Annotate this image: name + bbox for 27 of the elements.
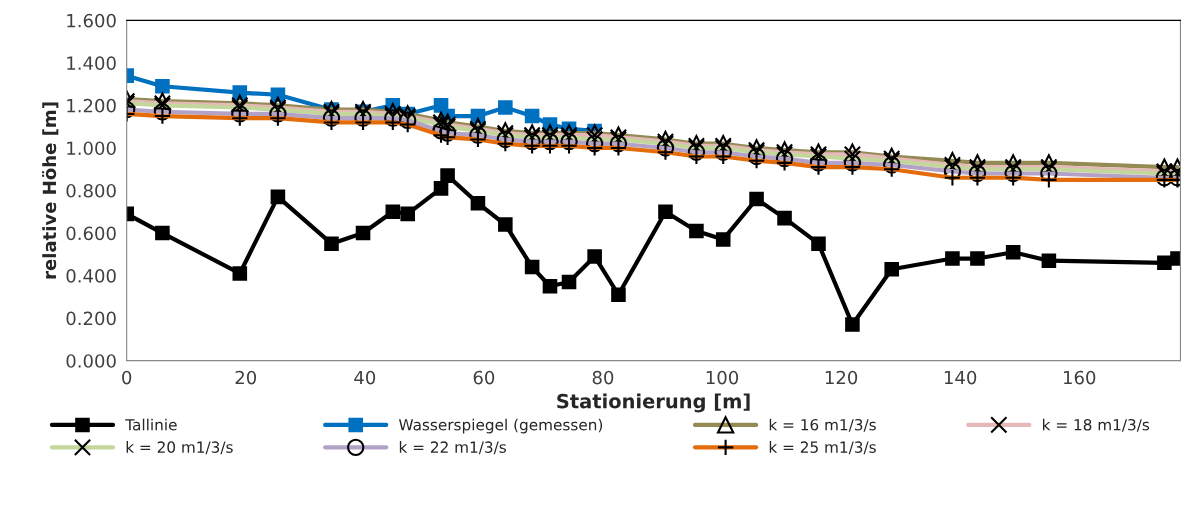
x-tick-label: 80: [592, 370, 614, 385]
legend-label: k = 18 m1/3/s: [1043, 418, 1150, 432]
x-tick-label: 0: [122, 370, 132, 385]
x-tick-label: 20: [235, 370, 257, 385]
y-tick-label: 0.400: [66, 269, 116, 283]
legend-label: k = 16 m1/3/s: [769, 418, 876, 432]
legend-label: k = 20 m1/3/s: [126, 441, 233, 455]
legend-label: Wasserspiegel (gemessen): [398, 418, 603, 434]
y-tick-label: 1.200: [67, 98, 116, 113]
x-tick-label: 40: [354, 370, 376, 385]
y-tick-label: 1.400: [67, 56, 116, 70]
y-tick-label: 1.000: [67, 141, 116, 156]
y-tick-label: 1.600: [67, 13, 116, 28]
x-tick-label: 140: [944, 370, 977, 385]
y-tick-label: 0.600: [66, 226, 116, 241]
legend-label: Tallinie: [125, 418, 177, 431]
legend-label: k = 25 m1/3/s: [769, 441, 876, 455]
y-tick-label: 0.200: [66, 311, 116, 326]
y-tick-label: 0.800: [66, 183, 116, 198]
legend-label: k = 22 m1/3/s: [399, 441, 506, 455]
x-tick-label: 60: [473, 370, 495, 385]
x-tick-label: 120: [825, 370, 858, 385]
x-tick-label: 100: [706, 370, 739, 385]
y-axis-title: relative Höhe [m]: [41, 102, 59, 279]
x-tick-label: 160: [1063, 370, 1096, 385]
y-tick-label: 0.000: [66, 354, 116, 368]
x-axis-title: Stationierung [m]: [557, 393, 750, 413]
